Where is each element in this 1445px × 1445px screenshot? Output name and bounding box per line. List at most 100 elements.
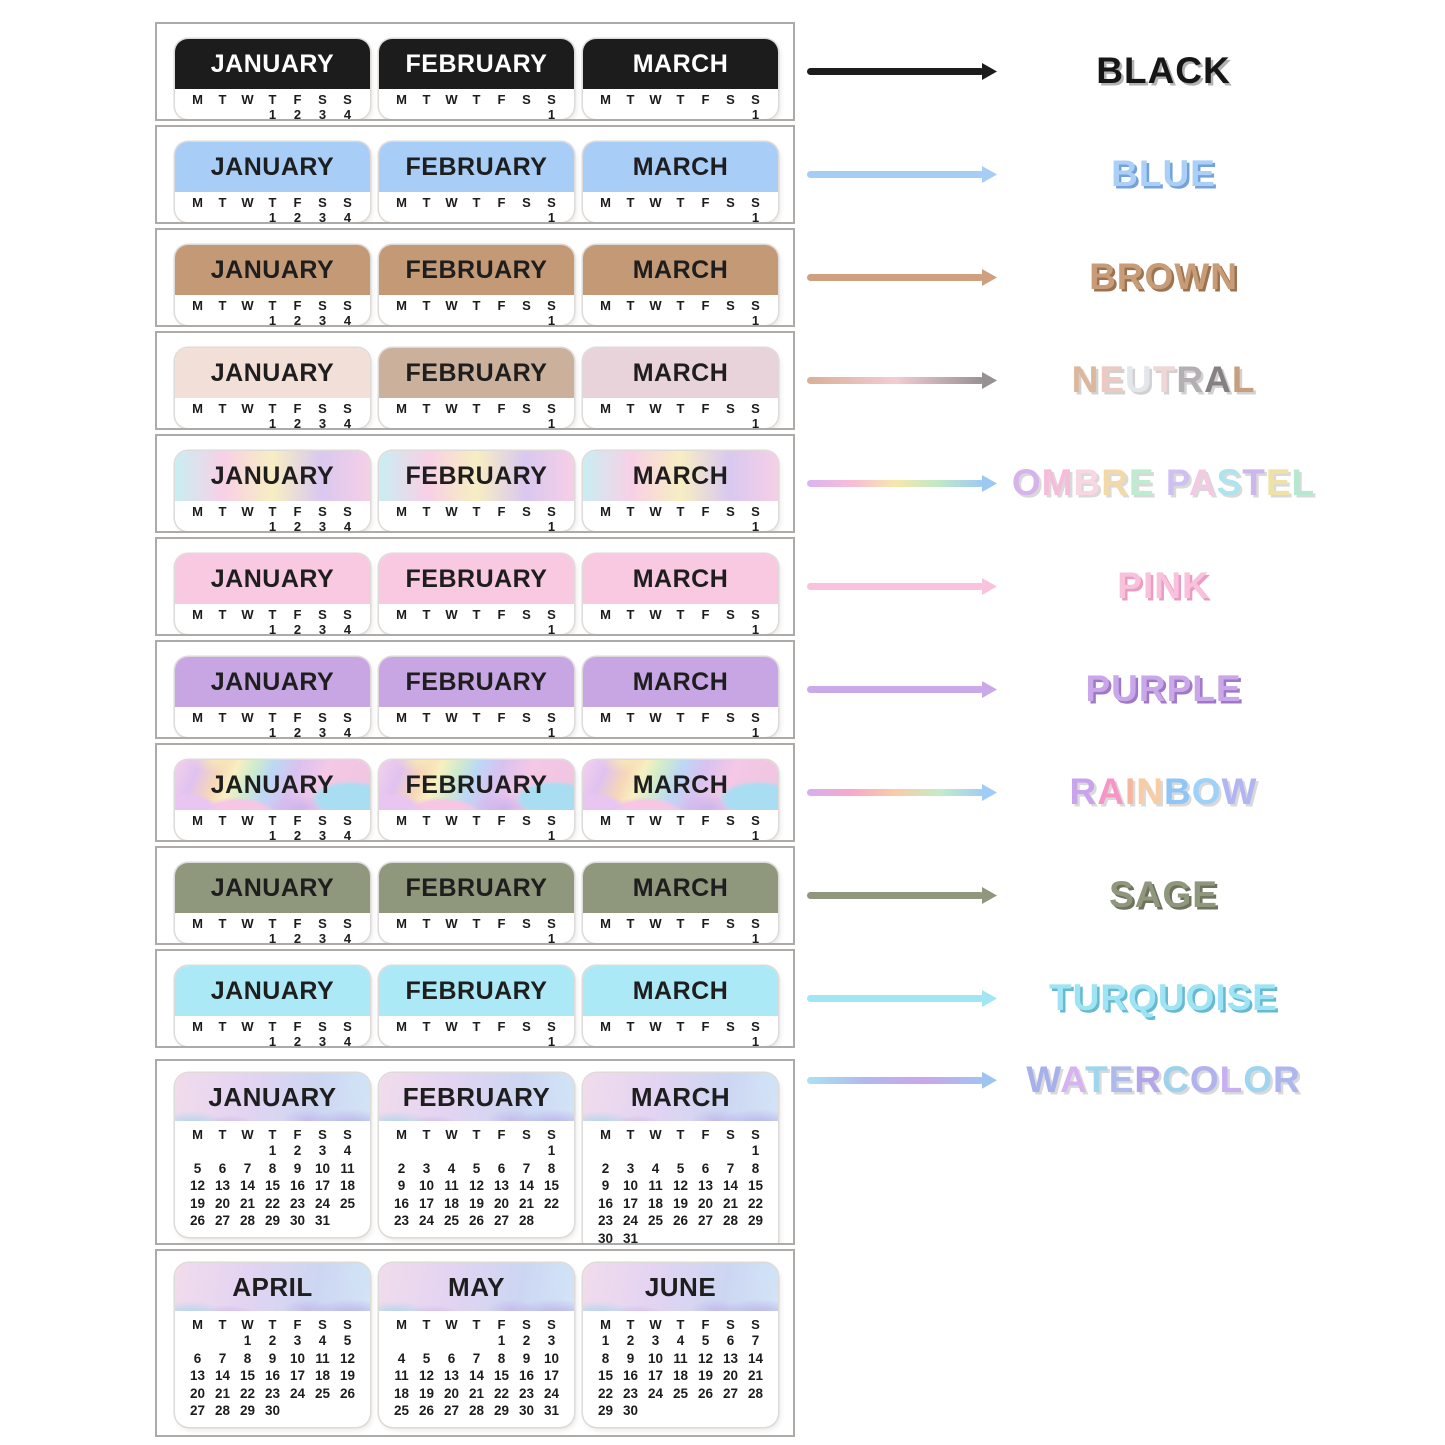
month-title: MARCH <box>632 358 729 387</box>
arrow-icon <box>807 577 997 595</box>
date-cell <box>718 932 743 943</box>
date-cell: 30 <box>289 1213 306 1228</box>
date-cell: 3 <box>318 210 327 222</box>
arrow-icon <box>807 680 997 698</box>
date-cell <box>668 1143 693 1161</box>
first-week-row: 1 2 3 4 <box>175 931 370 943</box>
arrow-head-icon <box>982 680 997 698</box>
date-cell <box>464 623 489 634</box>
day-letter: F <box>701 92 710 107</box>
calendar-sticker-january: JANUARY M T W T F S S 1 2 3 4 <box>175 348 370 428</box>
date-cell: 18 <box>647 1195 664 1211</box>
date-cell <box>593 726 618 737</box>
date-cell <box>643 1403 668 1421</box>
arrow-shaft <box>807 273 984 281</box>
date-cell <box>439 108 464 119</box>
sticker-sheet: JANUARY M T W T F S S 1 2 3 4 FEBRUARY M T W T F S S 1 MARCH M… <box>155 537 795 636</box>
date-cell <box>514 1035 539 1046</box>
date-cell <box>593 623 618 634</box>
day-letter: T <box>676 1127 685 1142</box>
legend-watercolor: WATERCOLOR <box>795 1059 1445 1245</box>
date-cell <box>464 1333 489 1351</box>
month-title: MARCH <box>632 255 729 284</box>
day-letter: S <box>343 504 352 519</box>
day-letter: S <box>751 504 760 519</box>
calendar-sticker-february: FEBRUARY M T W T F S S 1 <box>379 348 574 428</box>
date-cell: 4 <box>651 1160 660 1176</box>
week-row: 1 2 3 4 5 <box>175 1333 370 1351</box>
day-letter: S <box>343 1317 352 1332</box>
date-cell: 4 <box>343 313 352 325</box>
day-letter: T <box>472 1019 481 1034</box>
legend-inner: PINK <box>807 565 1445 608</box>
date-cell <box>489 417 514 428</box>
day-letter: S <box>726 1019 735 1034</box>
date-cell: 31 <box>543 1403 560 1418</box>
date-cell: 4 <box>343 1143 352 1158</box>
sticker-header: FEBRUARY <box>379 142 574 192</box>
date-cell: 1 <box>547 1034 556 1046</box>
date-cell <box>210 417 235 428</box>
date-cell: 1 <box>751 622 760 634</box>
date-cell <box>593 1143 618 1161</box>
date-cell: 15 <box>543 1178 560 1193</box>
day-letter: M <box>600 298 611 313</box>
arrow-shaft <box>807 891 984 899</box>
day-letter: S <box>522 298 531 313</box>
date-cell <box>643 829 668 840</box>
month-title: FEBRUARY <box>405 667 548 696</box>
date-cell: 29 <box>264 1213 281 1228</box>
date-cell <box>439 1035 464 1046</box>
day-letter: T <box>472 195 481 210</box>
day-letter: S <box>318 607 327 622</box>
sticker-sheet: JANUARY M T W T F S S 1 2 3 4 FEBRUARY M T W T F S S 1 MARCH M… <box>155 331 795 430</box>
sticker-header: JANUARY <box>175 348 370 398</box>
day-letter: W <box>241 813 254 828</box>
day-letter: M <box>192 607 203 622</box>
sticker-header: JANUARY <box>175 1073 370 1121</box>
day-letter: F <box>497 1019 506 1034</box>
sticker-header: JUNE <box>583 1263 778 1311</box>
date-cell: 21 <box>468 1385 485 1401</box>
date-cell <box>718 623 743 634</box>
arrow-icon <box>807 371 997 389</box>
date-cell <box>693 1143 718 1161</box>
date-cell: 4 <box>343 828 352 840</box>
date-cell <box>335 1213 360 1231</box>
date-cell: 5 <box>193 1160 202 1176</box>
day-letter: T <box>422 1019 431 1034</box>
sticker-header: JANUARY <box>175 863 370 913</box>
arrow-head-icon <box>982 989 997 1007</box>
arrow-icon <box>807 783 997 801</box>
date-cell: 11 <box>340 1160 355 1176</box>
day-letter: W <box>649 710 662 725</box>
date-cell <box>643 314 668 325</box>
date-cell <box>514 108 539 119</box>
day-letter: S <box>343 916 352 931</box>
date-cell: 1 <box>547 416 556 428</box>
calendar-sticker-march: MARCH M T W T F S S 1 <box>583 554 778 634</box>
calendar-sticker-january: JANUARY M T W T F S S 1 2 3 4 <box>175 657 370 737</box>
day-letter: F <box>701 1019 710 1034</box>
calendar-sticker-february: FEBRUARY M T W T F S S 1 <box>379 245 574 325</box>
date-cell: 22 <box>597 1385 614 1401</box>
month-title: FEBRUARY <box>405 255 548 284</box>
date-cell <box>414 623 439 634</box>
legend-purple: PURPLE <box>795 640 1445 739</box>
day-letter: F <box>497 504 506 519</box>
variant-row-sage: JANUARY M T W T F S S 1 2 3 4 FEBRUARY M T W T F S S 1 MARCH M… <box>155 846 1445 945</box>
date-cell <box>489 932 514 943</box>
sticker-header: APRIL <box>175 1263 370 1311</box>
variant-row-blue: JANUARY M T W T F S S 1 2 3 4 FEBRUARY M T W T F S S 1 MARCH M… <box>155 125 1445 224</box>
day-letter: W <box>445 298 458 313</box>
day-letter: S <box>343 298 352 313</box>
date-cell: 2 <box>293 931 302 943</box>
arrow-shaft <box>807 479 984 487</box>
date-cell <box>235 314 260 325</box>
date-cell: 18 <box>393 1385 410 1401</box>
month-title: JANUARY <box>210 255 335 284</box>
date-cell: 19 <box>339 1368 356 1383</box>
date-cell <box>593 314 618 325</box>
